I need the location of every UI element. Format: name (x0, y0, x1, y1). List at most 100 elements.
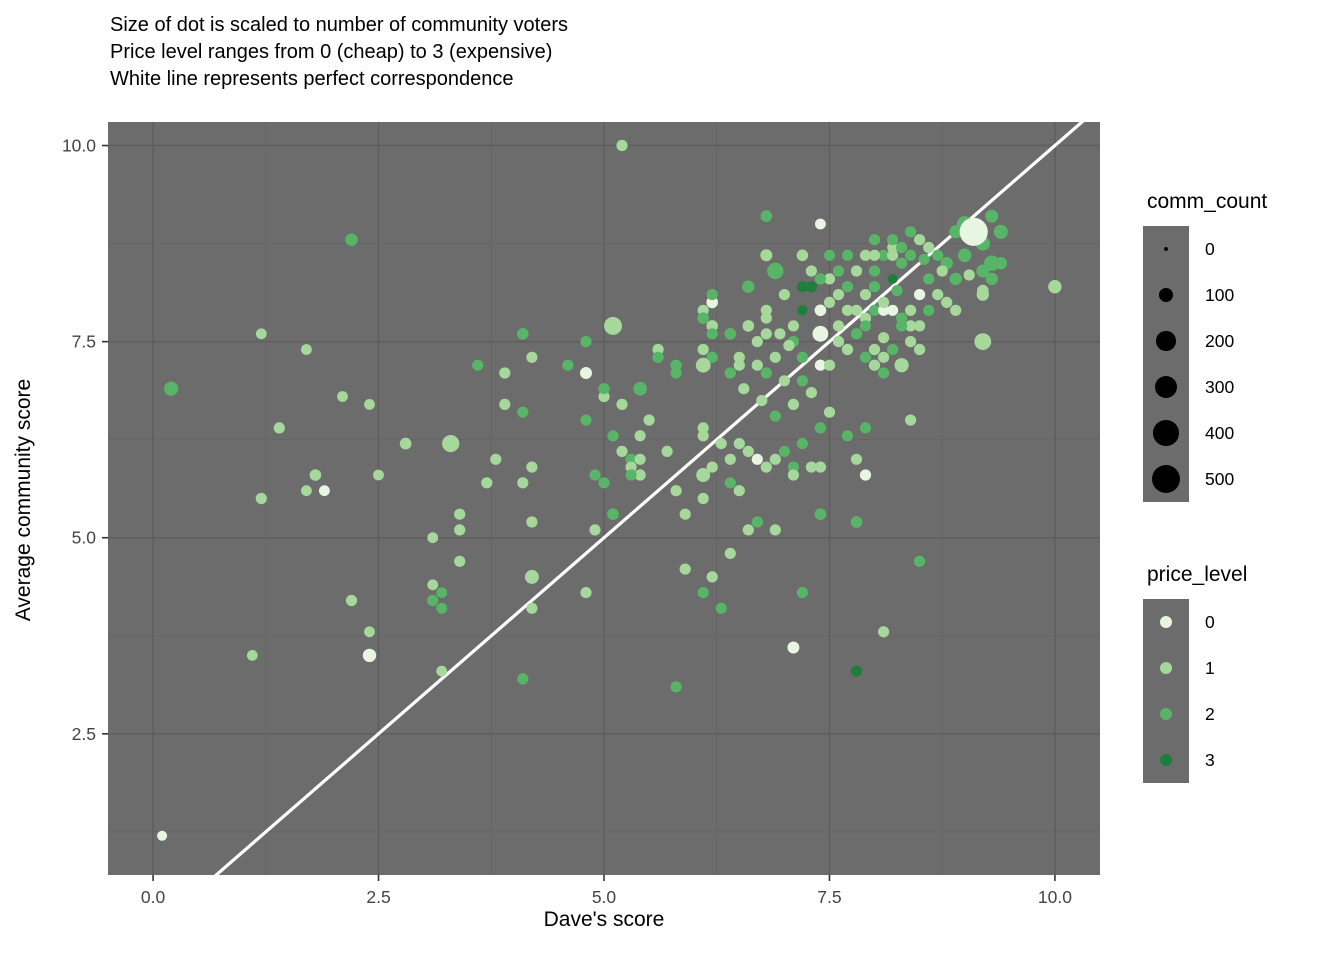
legend-key (1143, 318, 1189, 364)
data-point (896, 257, 908, 269)
data-point (319, 485, 330, 497)
data-point (823, 249, 836, 261)
data-point (427, 532, 439, 544)
data-point (742, 524, 754, 536)
data-point (652, 351, 664, 363)
legend-color-label: 2 (1205, 703, 1215, 724)
size-dot-icon (1158, 287, 1174, 303)
data-point (246, 650, 258, 661)
data-point (787, 398, 800, 410)
data-point (787, 469, 800, 481)
data-point (787, 641, 800, 654)
data-point (164, 381, 179, 396)
data-point (756, 394, 768, 407)
data-point (724, 328, 737, 340)
data-points (157, 139, 1062, 841)
data-point (337, 391, 348, 402)
data-point (841, 430, 854, 442)
legend-color-label: 3 (1205, 749, 1215, 770)
data-point (760, 304, 772, 316)
data-point (598, 390, 610, 403)
data-point (783, 339, 795, 352)
data-point (905, 226, 917, 238)
data-point (769, 453, 781, 465)
data-point (751, 516, 763, 528)
data-point (634, 430, 646, 442)
data-point (787, 461, 800, 473)
data-point (633, 381, 647, 396)
data-point (616, 398, 628, 410)
data-point (823, 359, 836, 371)
data-point (524, 569, 539, 584)
data-point (517, 328, 529, 340)
legend-size-label: 0 (1205, 238, 1215, 259)
data-point (859, 320, 872, 332)
data-point (957, 248, 972, 263)
data-point (878, 351, 890, 363)
legend-size-item: 300 (1143, 364, 1267, 410)
price-level-dot-icon (1160, 616, 1172, 628)
data-point (706, 571, 718, 583)
data-point (742, 320, 755, 332)
data-point (769, 524, 781, 536)
data-point (604, 316, 622, 335)
data-point (887, 343, 899, 356)
data-point (580, 414, 592, 426)
title-line-3: White line represents perfect correspond… (110, 68, 514, 90)
legend-key (1143, 691, 1189, 737)
y-tick-label: 2.5 (72, 724, 96, 744)
data-point (878, 249, 890, 261)
data-point (805, 387, 818, 399)
data-point (905, 249, 917, 261)
data-point (751, 453, 763, 465)
data-point (796, 249, 809, 262)
data-point (364, 626, 375, 638)
data-point (918, 253, 930, 265)
y-tick-label: 5.0 (72, 528, 97, 548)
data-point (733, 351, 745, 363)
legend-color-item: 1 (1143, 645, 1247, 691)
data-point (769, 410, 781, 422)
data-point (652, 343, 664, 356)
data-point (850, 665, 863, 677)
data-point (823, 406, 836, 418)
data-point (887, 242, 898, 253)
data-point (724, 453, 736, 465)
data-point (914, 555, 926, 567)
data-point (715, 438, 727, 450)
data-point (481, 477, 493, 489)
data-point (706, 296, 718, 309)
data-point (850, 453, 863, 465)
data-point (905, 320, 917, 332)
data-point (643, 414, 655, 426)
data-point (959, 217, 988, 246)
data-point (832, 265, 845, 277)
data-point (670, 485, 682, 497)
data-point (670, 359, 682, 371)
data-point (941, 296, 953, 308)
data-point (949, 225, 963, 239)
data-point (963, 269, 975, 281)
data-point (932, 249, 944, 261)
data-point (760, 328, 772, 340)
data-point (878, 367, 890, 379)
data-point (887, 234, 899, 246)
legend-key (1143, 226, 1189, 272)
data-point (850, 516, 863, 528)
data-point (841, 249, 854, 261)
data-point (850, 265, 863, 277)
size-dot-icon (1151, 464, 1181, 494)
data-point (868, 265, 881, 277)
data-point (868, 234, 881, 246)
data-point (345, 594, 358, 607)
data-point (738, 383, 750, 395)
data-point (977, 284, 989, 297)
data-point (706, 328, 718, 340)
data-point (427, 579, 439, 591)
data-point (625, 469, 637, 481)
x-axis-title: Dave's score (543, 908, 665, 931)
data-point (832, 320, 845, 332)
data-point (517, 406, 529, 418)
legend-key (1143, 456, 1189, 502)
data-point (157, 830, 168, 841)
